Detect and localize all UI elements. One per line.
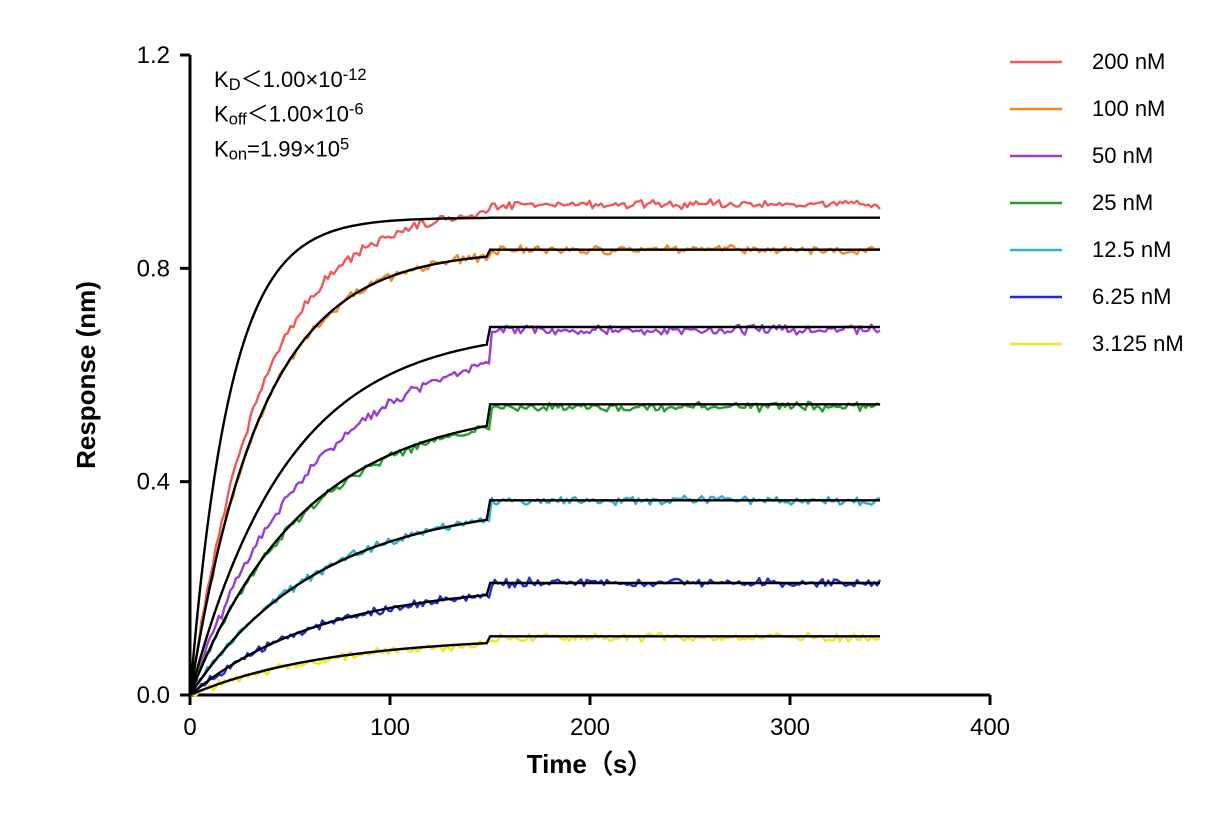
legend-label: 100 nM (1092, 96, 1165, 121)
kinetic-constant-annotation: Koff＜1.00×10-6 (214, 101, 364, 129)
legend-label: 6.25 nM (1092, 284, 1172, 309)
plot-group (190, 199, 880, 695)
figure-container: 0 100 200 300 400 0.0 0.4 0.8 1.2 Time（s） Response… (0, 0, 1232, 825)
data-trace (190, 402, 880, 695)
y-tick-label: 0.4 (137, 469, 170, 496)
x-tick-label: 0 (183, 714, 196, 741)
y-tick-label: 1.2 (137, 42, 170, 69)
legend-label: 25 nM (1092, 190, 1153, 215)
x-tick-label: 200 (570, 714, 610, 741)
data-trace (190, 245, 880, 692)
kinetic-constant-annotation: Kon=1.99×105 (214, 136, 349, 164)
y-tick-label: 0.0 (137, 682, 170, 709)
x-tick-label: 100 (370, 714, 410, 741)
kinetics-chart: 0 100 200 300 400 0.0 0.4 0.8 1.2 Time（s） Response… (0, 0, 1232, 825)
x-tick-label: 400 (970, 714, 1010, 741)
fit-curve (190, 250, 880, 695)
x-axis-label: Time（s） (527, 749, 654, 779)
y-axis-label: Response (nm) (71, 281, 101, 469)
legend-label: 50 nM (1092, 143, 1153, 168)
legend-label: 200 nM (1092, 49, 1165, 74)
fit-curve (190, 404, 880, 695)
y-tick-label: 0.8 (137, 255, 170, 282)
x-tick-label: 300 (770, 714, 810, 741)
legend-label: 3.125 nM (1092, 331, 1184, 356)
data-trace (190, 199, 880, 691)
legend-label: 12.5 nM (1092, 237, 1172, 262)
kinetic-constant-annotation: KD＜1.00×10-12 (214, 66, 367, 94)
